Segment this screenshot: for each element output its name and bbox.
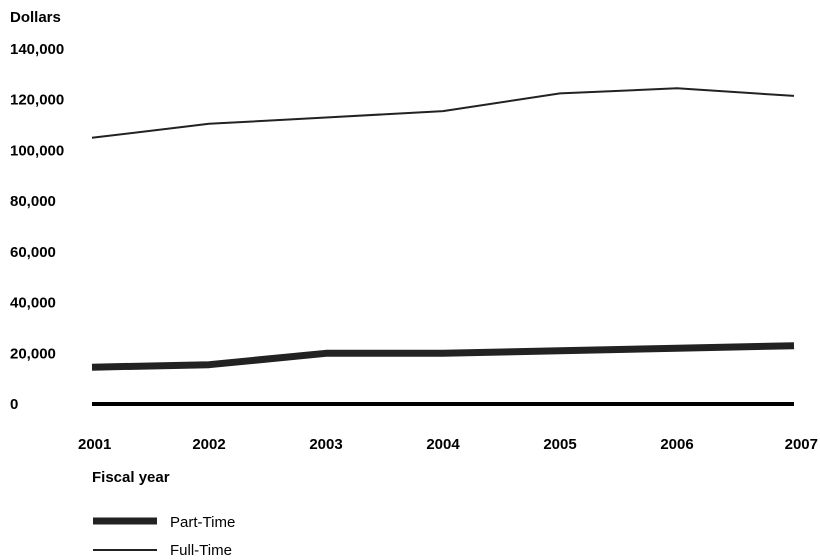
series-line-part-time — [91, 342, 795, 371]
y-tick-label: 40,000 — [10, 295, 56, 312]
x-axis-ticks: 2001 2002 2003 2004 2005 2006 2007 — [78, 436, 818, 453]
series-line-full-time — [91, 87, 795, 139]
y-tick-label: 60,000 — [10, 244, 56, 261]
x-tick-label: 2003 — [309, 436, 342, 453]
x-tick-label: 2007 — [785, 436, 818, 453]
x-tick-label: 2004 — [426, 436, 460, 453]
x-tick-label: 2006 — [660, 436, 693, 453]
y-tick-label: 20,000 — [10, 345, 56, 362]
y-axis-title: Dollars — [10, 9, 61, 26]
x-axis-title: Fiscal year — [92, 469, 170, 486]
y-tick-label: 140,000 — [10, 41, 64, 58]
x-tick-label: 2002 — [192, 436, 225, 453]
y-tick-label: 80,000 — [10, 193, 56, 210]
series-lines — [91, 87, 795, 371]
y-tick-label: 120,000 — [10, 92, 64, 109]
y-axis-ticks: 0 20,000 40,000 60,000 80,000 100,000 120,000 1… — [10, 41, 64, 413]
y-tick-label: 0 — [10, 396, 18, 413]
legend-label-full-time: Full-Time — [170, 542, 232, 559]
x-tick-label: 2001 — [78, 436, 111, 453]
x-tick-label: 2005 — [543, 436, 576, 453]
legend-label-part-time: Part-Time — [170, 514, 235, 531]
y-tick-label: 100,000 — [10, 142, 64, 159]
legend: Part-Time Full-Time — [93, 514, 235, 559]
